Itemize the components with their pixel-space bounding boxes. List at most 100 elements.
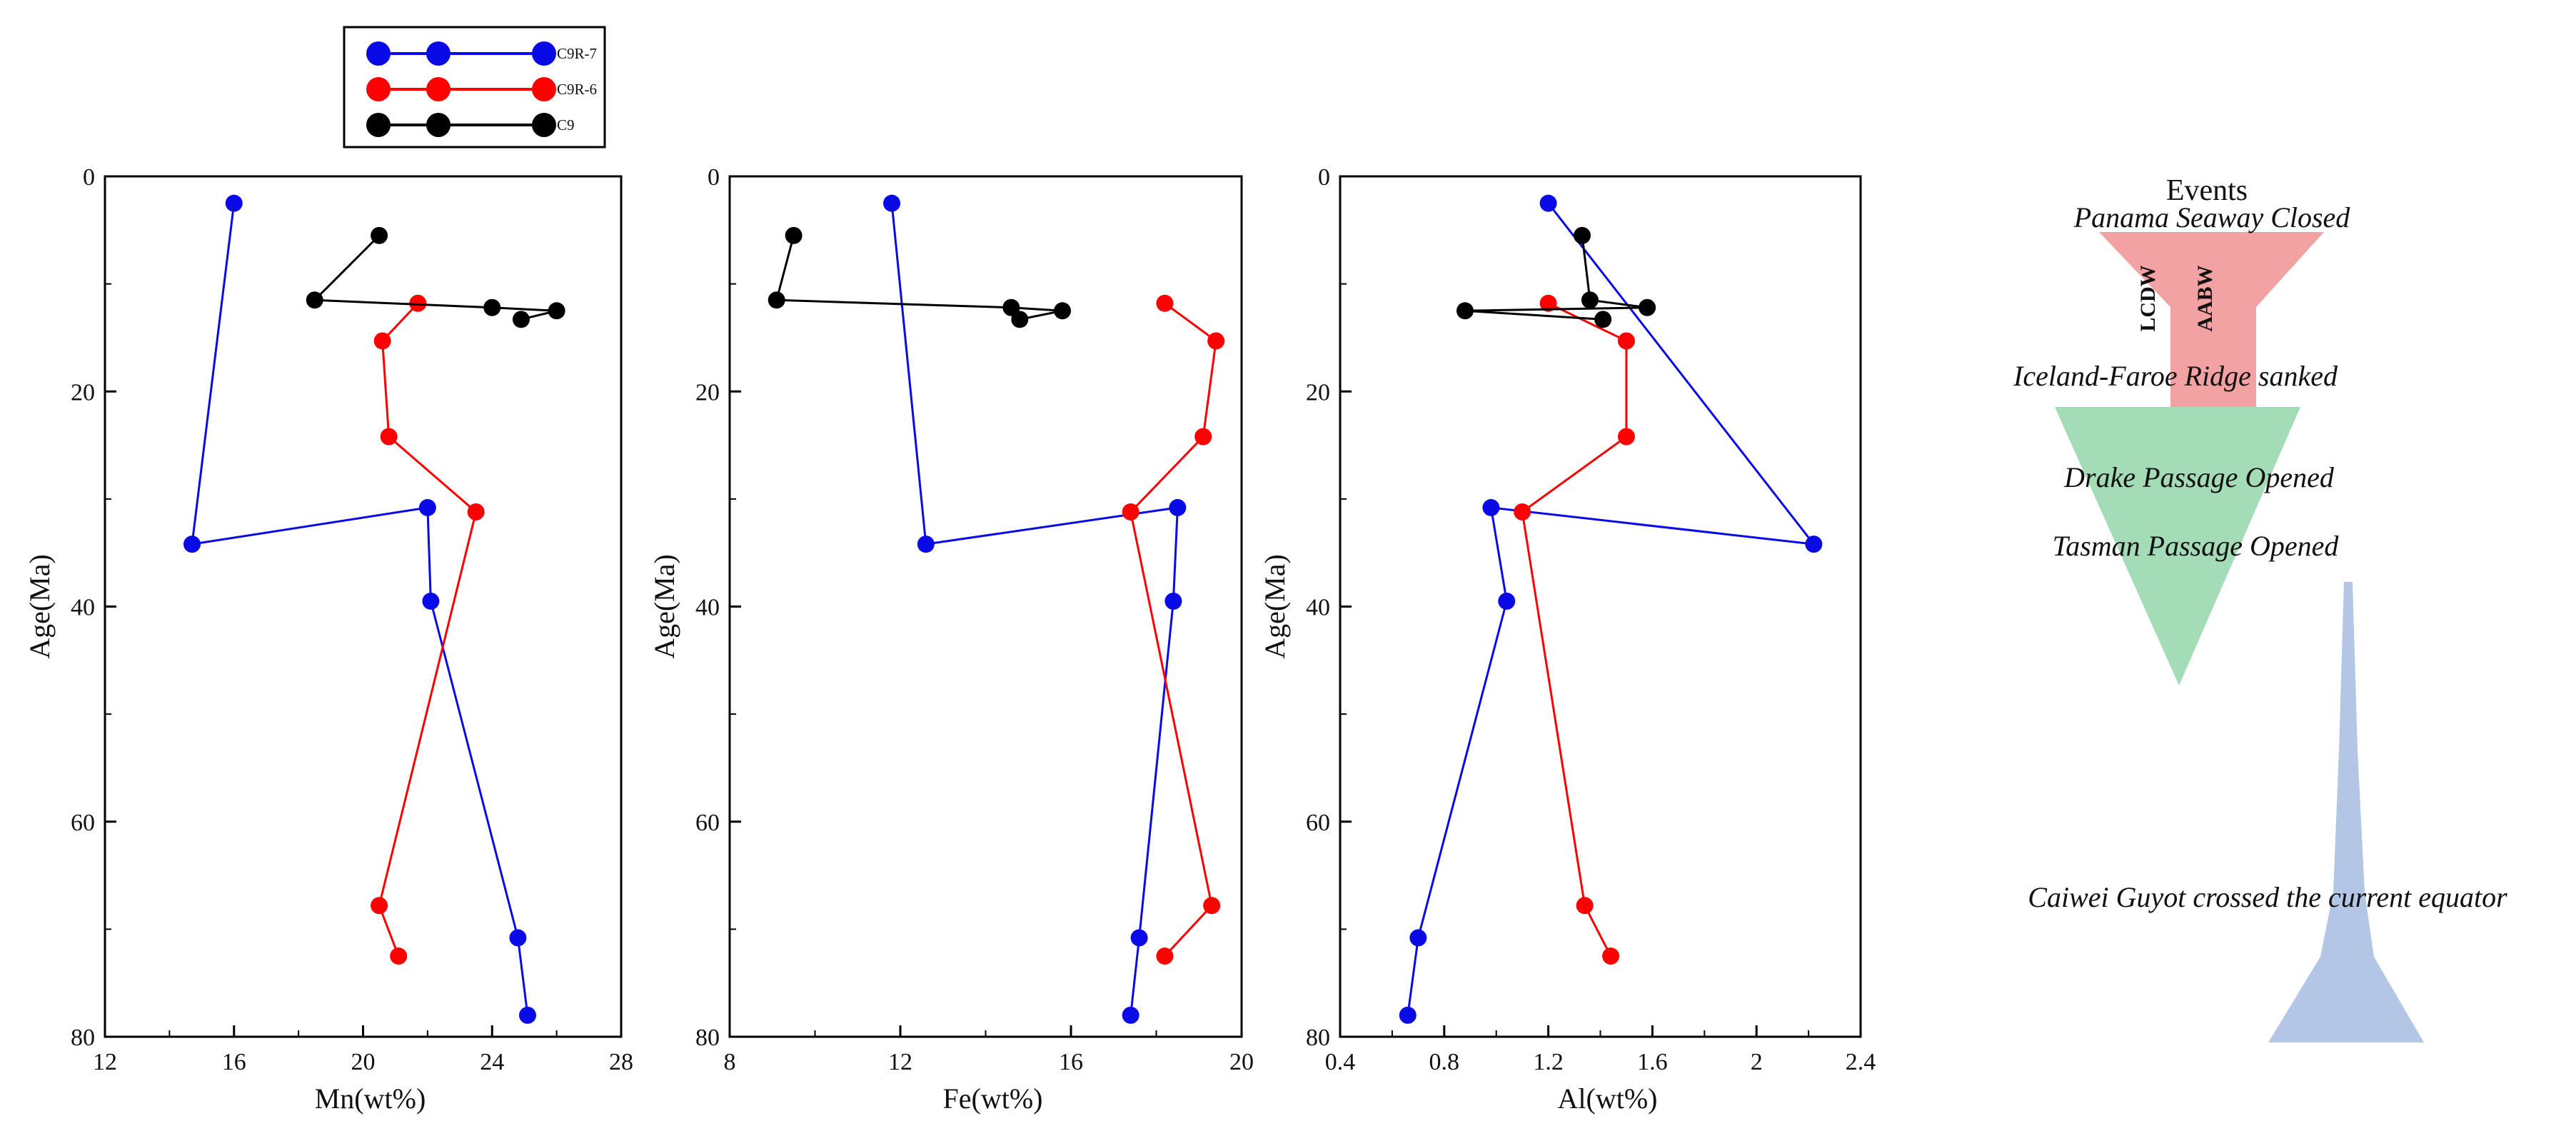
y-tick-label: 40 <box>695 595 720 621</box>
x-axis-label: Mn(wt%) <box>315 1082 426 1115</box>
data-point <box>1456 302 1474 320</box>
series-c9r-7 <box>883 194 1187 1024</box>
series-c9r-6 <box>371 294 485 965</box>
data-point <box>1805 536 1823 553</box>
x-tick-label: 16 <box>222 1049 246 1075</box>
y-tick-label: 20 <box>71 379 95 406</box>
x-tick-label: 0.8 <box>1429 1049 1460 1075</box>
x-tick-label: 8 <box>724 1049 736 1075</box>
data-point <box>509 929 527 947</box>
event-tasman: Tasman Passage Opened <box>2053 530 2340 562</box>
events-panel: Events Panama Seaway Closed Iceland-Faro… <box>2013 174 2507 1042</box>
legend-marker <box>532 113 556 137</box>
data-point <box>1617 332 1635 350</box>
data-point <box>1002 298 1020 316</box>
data-point <box>1581 291 1599 309</box>
data-point <box>1594 311 1612 328</box>
y-axis-label: Age(Ma) <box>24 554 56 659</box>
data-point <box>1573 226 1591 244</box>
event-drake: Drake Passage Opened <box>2063 461 2335 493</box>
y-tick-label: 20 <box>695 379 720 406</box>
data-point <box>1156 294 1174 312</box>
data-point <box>1122 1006 1139 1024</box>
data-point <box>1399 1006 1417 1024</box>
legend-label: C9 <box>557 116 575 134</box>
y-tick-label: 40 <box>71 595 95 621</box>
data-point <box>306 291 323 309</box>
y-tick-label: 40 <box>1306 595 1330 621</box>
legend-label: C9R-7 <box>557 45 597 62</box>
y-tick-label: 20 <box>1306 379 1330 406</box>
legend-entry: C9R-7 <box>366 41 597 66</box>
red-funnel-shape <box>2099 232 2324 411</box>
legend-label: C9R-6 <box>557 81 597 98</box>
series-line <box>1129 302 1217 957</box>
data-point <box>1156 948 1174 965</box>
data-point <box>512 311 530 328</box>
x-tick-label: 20 <box>351 1049 376 1075</box>
legend-entry: C9R-6 <box>366 77 597 101</box>
legend-marker <box>426 113 451 137</box>
event-panama: Panama Seaway Closed <box>2073 201 2351 233</box>
y-tick-label: 80 <box>1306 1025 1330 1051</box>
y-tick-label: 60 <box>695 810 720 836</box>
series-c9 <box>1456 226 1656 328</box>
y-tick-label: 60 <box>1306 810 1330 836</box>
data-point <box>225 194 243 212</box>
data-point <box>1122 503 1139 521</box>
x-axis-label: Al(wt%) <box>1558 1082 1658 1115</box>
data-point <box>390 948 408 965</box>
series-line <box>191 203 529 1016</box>
current-aabw: AABW <box>2193 265 2217 331</box>
x-tick-label: 0.4 <box>1325 1049 1356 1075</box>
series-c9 <box>306 226 565 328</box>
data-point <box>371 897 388 915</box>
data-point <box>373 332 391 350</box>
y-tick-label: 0 <box>708 164 720 191</box>
y-tick-label: 80 <box>695 1025 720 1051</box>
legend: C9R-7 C9R-6 C9 <box>343 26 606 149</box>
data-point <box>1207 332 1225 350</box>
data-point <box>418 498 436 516</box>
green-triangle-shape <box>2055 407 2300 685</box>
y-tick-label: 0 <box>83 164 95 191</box>
event-caiwei: Caiwei Guyot crossed the current equator <box>2028 881 2507 913</box>
data-point <box>883 194 901 212</box>
plot-frame <box>1339 175 1862 1038</box>
data-point <box>1498 592 1516 610</box>
mn-plot: 12 16 20 24 28 0 20 40 60 80 Mn(wt%) Age(Ma) <box>24 164 633 1115</box>
fe-plot: 8 12 16 20 0 20 40 60 80 Fe(wt%) Age(Ma) <box>648 164 1254 1115</box>
legend-marker <box>532 77 556 101</box>
data-point <box>1602 948 1620 965</box>
plot-frame <box>104 175 623 1038</box>
events-title: Events <box>2166 174 2248 207</box>
x-tick-label: 12 <box>888 1049 912 1075</box>
al-plot: 0.4 0.8 1.2 1.6 2 2.4 0 20 40 60 80 Al(wt%) Age(Ma) <box>1259 164 1876 1115</box>
y-tick-label: 60 <box>71 810 95 836</box>
y-tick-label: 80 <box>71 1025 95 1051</box>
series-line <box>1521 302 1628 957</box>
blue-spike-shape <box>2268 582 2424 1042</box>
data-point <box>409 294 427 312</box>
data-point <box>1639 298 1656 316</box>
data-point <box>1539 294 1557 312</box>
x-tick-label: 28 <box>609 1049 633 1075</box>
series-c9 <box>768 226 1072 328</box>
data-point <box>1169 498 1187 516</box>
x-tick-label: 1.6 <box>1637 1049 1668 1075</box>
data-point <box>917 536 935 553</box>
x-tick-label: 2 <box>1751 1049 1763 1075</box>
series-line <box>890 203 1179 1016</box>
x-tick-label: 16 <box>1059 1049 1083 1075</box>
data-point <box>1617 428 1635 446</box>
data-point <box>1130 929 1148 947</box>
data-point <box>371 226 388 244</box>
data-point <box>1409 929 1427 947</box>
data-point <box>1203 897 1221 915</box>
data-point <box>1011 311 1029 328</box>
x-tick-label: 1.2 <box>1533 1049 1564 1075</box>
x-tick-label: 20 <box>1229 1049 1254 1075</box>
data-point <box>380 428 398 446</box>
series-line <box>378 302 478 957</box>
